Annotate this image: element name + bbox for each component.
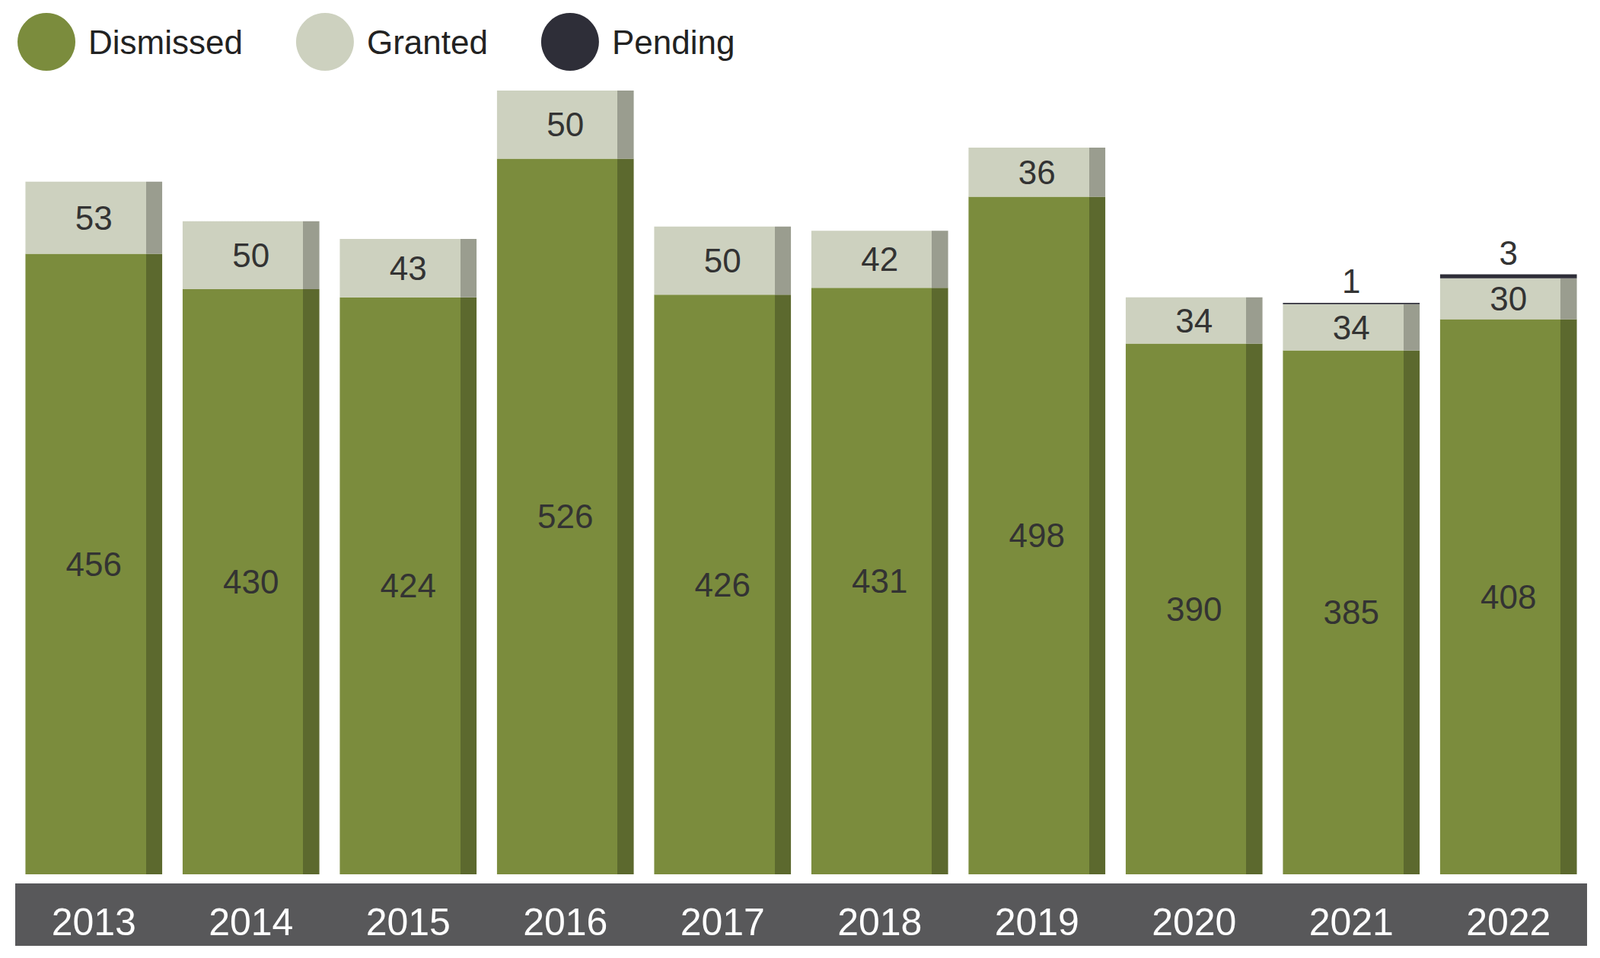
svg-text:3: 3 — [1499, 234, 1518, 272]
svg-text:498: 498 — [1009, 516, 1065, 555]
svg-text:50: 50 — [704, 242, 742, 280]
svg-text:Pending: Pending — [611, 23, 735, 61]
svg-text:Dismissed: Dismissed — [88, 23, 243, 61]
svg-text:2021: 2021 — [1309, 901, 1394, 944]
svg-text:2015: 2015 — [366, 901, 451, 944]
svg-text:43: 43 — [389, 249, 428, 287]
svg-text:2018: 2018 — [837, 901, 922, 944]
svg-text:431: 431 — [851, 562, 908, 600]
svg-text:426: 426 — [694, 566, 751, 604]
svg-text:2019: 2019 — [994, 901, 1080, 944]
svg-text:2020: 2020 — [1151, 901, 1237, 944]
svg-text:Granted: Granted — [366, 23, 488, 61]
svg-text:424: 424 — [380, 567, 437, 605]
svg-text:2022: 2022 — [1466, 901, 1551, 944]
svg-text:30: 30 — [1489, 280, 1527, 318]
svg-text:50: 50 — [232, 236, 270, 275]
svg-text:430: 430 — [223, 563, 279, 601]
svg-text:42: 42 — [860, 240, 899, 278]
svg-text:1: 1 — [1341, 262, 1361, 300]
svg-text:385: 385 — [1323, 593, 1380, 632]
svg-text:53: 53 — [75, 199, 113, 237]
svg-text:34: 34 — [1175, 302, 1213, 340]
svg-text:526: 526 — [537, 497, 593, 536]
svg-text:390: 390 — [1166, 590, 1222, 628]
svg-text:456: 456 — [66, 545, 122, 584]
svg-text:2013: 2013 — [51, 901, 137, 944]
svg-text:36: 36 — [1018, 153, 1056, 192]
svg-text:2016: 2016 — [522, 901, 608, 944]
svg-text:2014: 2014 — [208, 901, 294, 944]
svg-text:50: 50 — [546, 105, 584, 144]
svg-text:408: 408 — [1480, 578, 1537, 616]
svg-text:2017: 2017 — [680, 901, 765, 944]
svg-text:34: 34 — [1332, 309, 1371, 347]
